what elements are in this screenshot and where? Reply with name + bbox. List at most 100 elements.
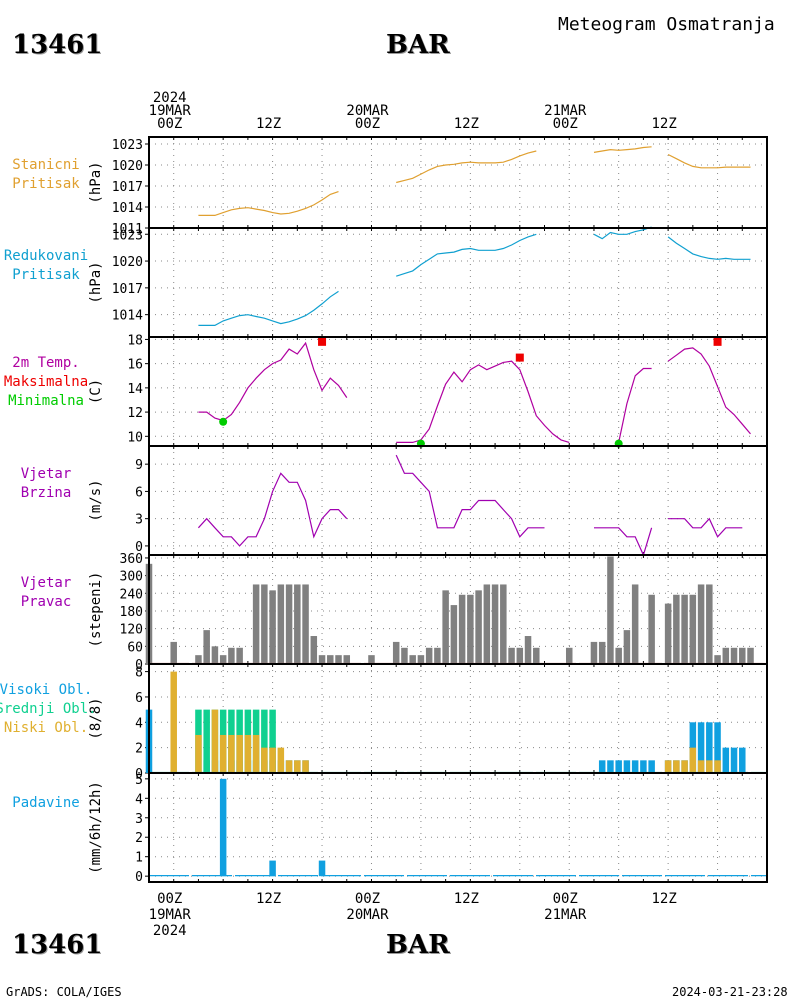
bar	[195, 734, 202, 773]
y-tick-label: 14	[127, 382, 143, 397]
y-tick-label: 4	[135, 792, 143, 807]
bar	[664, 760, 672, 773]
bar	[722, 747, 730, 773]
station-id-top: 13461	[12, 30, 103, 60]
bar	[269, 590, 276, 664]
bar	[170, 641, 177, 664]
series-line	[396, 150, 537, 184]
y-tick-label: 5	[135, 773, 143, 788]
bar	[598, 641, 606, 664]
series-line	[667, 347, 751, 435]
bar	[302, 584, 309, 664]
bar	[302, 760, 309, 773]
y-tick-label: 18	[127, 333, 143, 348]
y-tick-label: 240	[120, 587, 143, 602]
bar	[706, 584, 713, 664]
series-line	[593, 146, 652, 153]
bar	[335, 655, 342, 664]
y-tick-label: 1011	[112, 222, 143, 237]
y-tick-label: 10	[127, 430, 143, 445]
bar	[524, 636, 532, 664]
panel-p4	[145, 445, 768, 557]
bar	[458, 594, 466, 664]
panel-frame	[148, 772, 768, 883]
bar	[269, 747, 276, 773]
y-tick-label: 9	[135, 458, 143, 473]
series-line	[197, 472, 348, 547]
y-axis-label: (hPa)	[88, 161, 104, 203]
station-id-bottom: 13461	[12, 930, 103, 960]
bar	[294, 584, 301, 664]
y-axis-label: (mm/6h/12h)	[88, 781, 104, 874]
bar	[327, 655, 334, 664]
bar	[261, 709, 268, 773]
series-line	[667, 153, 751, 169]
y-tick-label: 60	[127, 640, 143, 655]
bar	[706, 722, 713, 773]
bar	[228, 647, 235, 664]
panel-label: Niski Obl.	[4, 720, 88, 736]
panel-frame	[148, 336, 768, 447]
bar	[739, 647, 746, 664]
max-marker	[318, 337, 327, 346]
min-marker	[219, 417, 228, 426]
panel-label: Pravac	[21, 594, 72, 610]
panel-p6	[145, 663, 768, 774]
bar	[244, 734, 252, 773]
bar	[689, 594, 697, 664]
panel-label: Stanicni	[12, 157, 79, 173]
series-line	[593, 226, 652, 240]
panel-label: Pritisak	[12, 267, 80, 283]
bar	[631, 760, 639, 773]
footer-timestamp: 2024-03-21-23:28	[672, 985, 788, 999]
time-tick-label: 12Z	[651, 116, 676, 132]
bar	[392, 641, 400, 664]
bar	[681, 760, 688, 773]
panel-frame	[148, 227, 768, 338]
panel-frame	[148, 445, 768, 556]
panel-label: Vjetar	[21, 466, 72, 482]
y-axis-label: (m/s)	[88, 479, 104, 521]
y-tick-label: 300	[120, 570, 143, 585]
bar	[277, 747, 285, 773]
time-tick-label: 12Z	[256, 891, 281, 907]
bar	[269, 860, 276, 877]
panel-p7	[145, 772, 768, 883]
y-axis-label: (C)	[88, 379, 104, 404]
y-tick-label: 1014	[112, 201, 143, 216]
time-tick-label: 12Z	[454, 116, 479, 132]
y-tick-label: 1023	[112, 228, 143, 243]
y-tick-label: 6	[135, 485, 143, 500]
panel-p1	[145, 136, 768, 229]
panel-label: Redukovani	[4, 248, 88, 264]
time-tick-label: 00Z	[355, 116, 380, 132]
bar	[475, 590, 482, 664]
panel-label: Padavine	[12, 795, 79, 811]
bar	[607, 760, 614, 773]
y-tick-label: 8	[135, 666, 143, 681]
bar	[203, 630, 210, 664]
panel-label: Minimalna	[8, 393, 84, 409]
bar	[565, 647, 573, 664]
panel-label: Pritisak	[12, 176, 80, 192]
bar	[706, 760, 713, 773]
time-tick-label: 12Z	[256, 116, 281, 132]
y-axis-label: (hPa)	[88, 261, 104, 303]
bar	[252, 734, 260, 773]
bar	[269, 709, 276, 773]
bar	[211, 709, 219, 773]
bar	[631, 584, 639, 664]
bar	[730, 747, 738, 773]
y-tick-label: 1017	[112, 282, 143, 297]
bar	[615, 647, 622, 664]
bar	[483, 584, 491, 664]
chart-title: Meteogram Osmatranja	[558, 14, 775, 35]
bar	[607, 556, 614, 664]
y-tick-label: 2	[135, 742, 143, 757]
bar	[722, 647, 730, 664]
y-tick-label: 2	[135, 831, 143, 846]
series-line	[198, 341, 348, 422]
time-tick-label: 12Z	[454, 891, 479, 907]
bar	[252, 584, 260, 664]
bar	[648, 594, 655, 664]
